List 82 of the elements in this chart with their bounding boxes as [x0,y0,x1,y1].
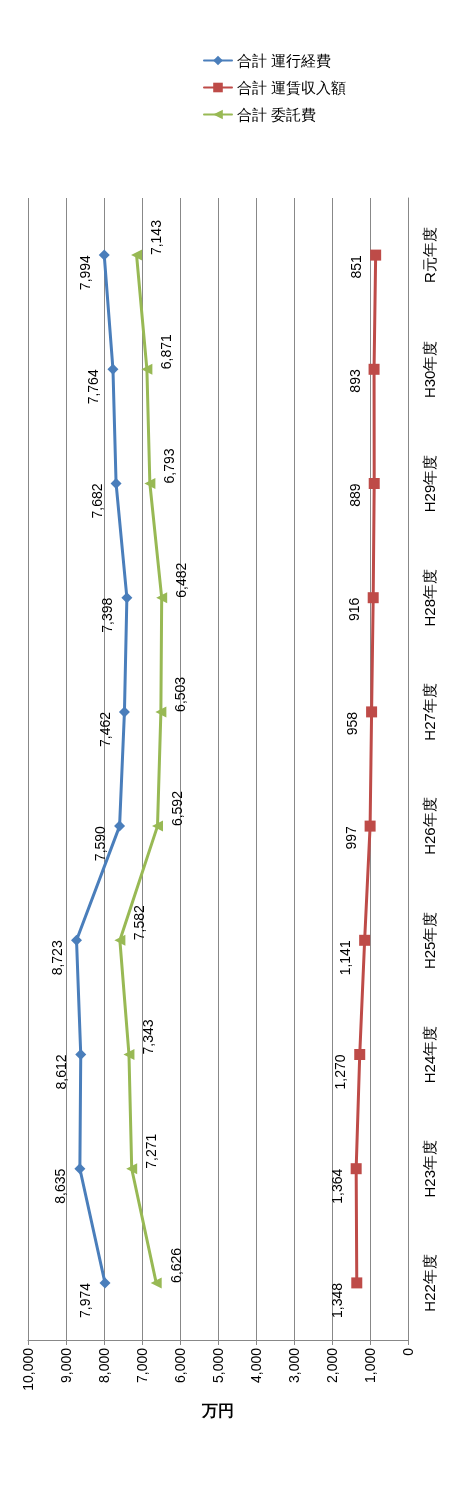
data-label: 8,612 [53,1054,70,1090]
data-label: 7,682 [88,483,105,519]
point [155,706,167,718]
y-tick-label: H30年度 [421,340,438,399]
point [114,934,126,946]
point [364,820,376,832]
x-tick-label: 1,000 [362,1347,378,1384]
point [156,592,168,604]
y-tick-label: R元年度 [421,227,438,284]
y-tick-label: H22年度 [421,1254,438,1312]
data-label: 7,994 [76,254,93,291]
point [75,1049,87,1060]
legend-label: 合計 運行経費 [237,52,332,69]
point [350,1163,362,1175]
data-label: 7,343 [140,1019,157,1055]
x-tick-label: 5,000 [210,1347,226,1384]
point [123,1049,135,1060]
point [359,934,371,946]
y-tick-label: H29年度 [421,454,438,513]
data-label: 851 [348,254,365,279]
data-label: 1,348 [329,1282,346,1318]
y-tick-label: H27年度 [421,683,438,741]
data-label: 958 [344,711,361,736]
data-label: 6,793 [161,448,178,484]
data-label: 916 [345,597,362,622]
point [126,1163,138,1175]
point [368,478,380,489]
data-label: 8,635 [52,1168,69,1204]
data-label: 6,592 [169,790,185,827]
x-tick-label: 7,000 [134,1347,150,1384]
point [114,820,126,832]
point [354,1049,366,1060]
data-label: 7,974 [77,1282,94,1318]
point [351,1277,363,1289]
x-tick-label: 8,000 [96,1347,112,1384]
point [144,478,156,489]
x-tick-label: 4,000 [248,1347,264,1384]
y-tick-label: H28年度 [421,568,438,627]
point [150,1277,162,1289]
x-axis-title: 万円 [201,1401,234,1419]
x-tick-label: 9,000 [58,1347,74,1384]
data-label: 1,364 [328,1168,345,1204]
data-label: 1,141 [337,940,354,976]
x-tick-label: 2,000 [324,1347,340,1384]
data-label: 6,626 [167,1247,184,1283]
x-tick-label: 6,000 [172,1347,188,1384]
point [368,363,380,375]
y-tick-label: H24年度 [421,1025,438,1084]
point [366,706,378,718]
data-label: 6,482 [173,562,190,598]
data-label: 7,462 [96,711,113,747]
legend-label: 合計 運賃収入額 [237,79,347,96]
x-tick-label: 10,000 [20,1347,36,1391]
data-label: 7,271 [143,1133,160,1169]
data-label: 7,764 [85,369,102,405]
data-label: 893 [346,369,363,393]
legend-label: 合計 委託費 [237,106,317,123]
point [152,820,163,832]
data-label: 7,590 [92,825,109,862]
y-tick-label: H25年度 [421,911,438,970]
data-label: 7,398 [99,597,116,633]
point [98,249,110,261]
point [131,249,143,261]
data-label: 6,871 [158,334,175,370]
point [99,1277,111,1289]
y-tick-label: H23年度 [421,1139,438,1198]
x-tick-label: 3,000 [286,1347,302,1384]
point [71,934,83,946]
data-label: 8,723 [49,940,66,976]
x-tick-label: 0 [400,1347,416,1356]
data-label: 997 [342,825,359,850]
point [367,592,379,604]
point [141,363,153,375]
data-label: 6,503 [172,676,189,712]
point [110,478,122,489]
point [370,249,382,261]
data-label: 1,270 [332,1054,349,1090]
point [74,1163,86,1175]
data-label: 7,143 [148,219,165,256]
data-label: 889 [346,483,363,507]
y-tick-label: H26年度 [421,797,438,855]
data-label: 7,582 [131,905,148,941]
